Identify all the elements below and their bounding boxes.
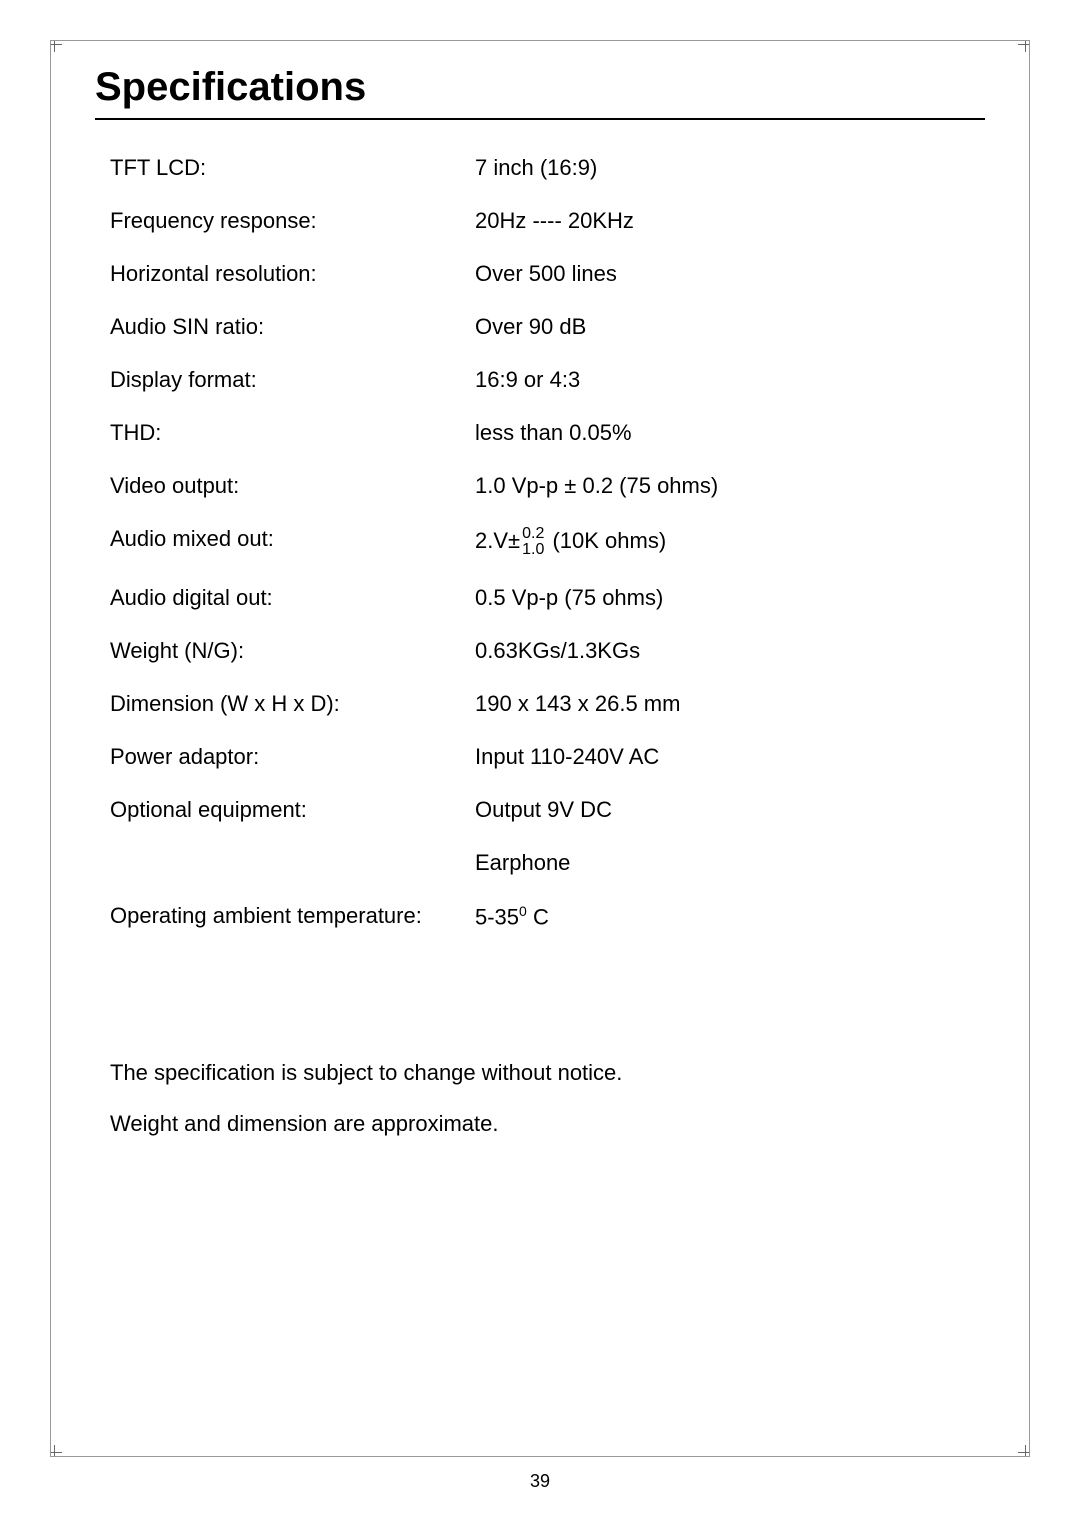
spec-label: Horizontal resolution: — [95, 261, 475, 287]
spec-row: Horizontal resolution: Over 500 lines — [95, 261, 985, 287]
spec-value: 0.5 Vp-p (75 ohms) — [475, 585, 985, 611]
spec-label: Dimension (W x H x D): — [95, 691, 475, 717]
spec-value: Earphone — [475, 850, 985, 876]
fraction-top: 0.2 — [522, 526, 544, 542]
spec-label: Weight (N/G): — [95, 638, 475, 664]
spec-row: THD: less than 0.05% — [95, 420, 985, 446]
spec-value: 1.0 Vp-p ± 0.2 (75 ohms) — [475, 473, 985, 499]
spec-value: 190 x 143 x 26.5 mm — [475, 691, 985, 717]
spec-label: Optional equipment: — [95, 797, 475, 823]
notes-section: The specification is subject to change w… — [95, 1060, 985, 1137]
spec-label — [95, 850, 475, 876]
spec-value: 20Hz ---- 20KHz — [475, 208, 985, 234]
value-suffix: (10K ohms) — [546, 528, 666, 553]
spec-row: Display format: 16:9 or 4:3 — [95, 367, 985, 393]
spec-label: Audio SIN ratio: — [95, 314, 475, 340]
content-area: Specifications TFT LCD: 7 inch (16:9) Fr… — [95, 65, 985, 1162]
spec-label: Audio digital out: — [95, 585, 475, 611]
page-title: Specifications — [95, 65, 985, 110]
superscript: 0 — [519, 903, 527, 919]
spec-label: Display format: — [95, 367, 475, 393]
specifications-list: TFT LCD: 7 inch (16:9) Frequency respons… — [95, 155, 985, 930]
fraction-bottom: 1.0 — [522, 542, 544, 558]
note-text: Weight and dimension are approximate. — [110, 1111, 985, 1137]
spec-label: Audio mixed out: — [95, 526, 475, 558]
spec-row: Video output: 1.0 Vp-p ± 0.2 (75 ohms) — [95, 473, 985, 499]
spec-label: Power adaptor: — [95, 744, 475, 770]
spec-row: TFT LCD: 7 inch (16:9) — [95, 155, 985, 181]
spec-value: 5-350 C — [475, 903, 985, 930]
spec-row: Operating ambient temperature: 5-350 C — [95, 903, 985, 930]
spec-row: Weight (N/G): 0.63KGs/1.3KGs — [95, 638, 985, 664]
spec-value: Input 110-240V AC — [475, 744, 985, 770]
spec-value: 2.V±0.21.0 (10K ohms) — [475, 526, 985, 558]
spec-label: Frequency response: — [95, 208, 475, 234]
spec-row: Power adaptor: Input 110-240V AC — [95, 744, 985, 770]
value-prefix: 2.V± — [475, 528, 520, 553]
spec-value: Over 500 lines — [475, 261, 985, 287]
spec-label: Video output: — [95, 473, 475, 499]
spec-value: 0.63KGs/1.3KGs — [475, 638, 985, 664]
spec-value: 7 inch (16:9) — [475, 155, 985, 181]
note-text: The specification is subject to change w… — [110, 1060, 985, 1086]
spec-label: TFT LCD: — [95, 155, 475, 181]
spec-row: Earphone — [95, 850, 985, 876]
spec-label: Operating ambient temperature: — [95, 903, 475, 930]
spec-label: THD: — [95, 420, 475, 446]
value-suffix: C — [527, 904, 549, 929]
page-number: 39 — [0, 1471, 1080, 1492]
spec-value: 16:9 or 4:3 — [475, 367, 985, 393]
spec-value: Over 90 dB — [475, 314, 985, 340]
spec-value: less than 0.05% — [475, 420, 985, 446]
spec-value: Output 9V DC — [475, 797, 985, 823]
spec-row: Dimension (W x H x D): 190 x 143 x 26.5 … — [95, 691, 985, 717]
spec-row: Audio digital out: 0.5 Vp-p (75 ohms) — [95, 585, 985, 611]
spec-row: Audio mixed out: 2.V±0.21.0 (10K ohms) — [95, 526, 985, 558]
title-rule — [95, 118, 985, 120]
spec-row: Optional equipment: Output 9V DC — [95, 797, 985, 823]
fraction: 0.21.0 — [522, 526, 544, 558]
spec-row: Audio SIN ratio: Over 90 dB — [95, 314, 985, 340]
spec-row: Frequency response: 20Hz ---- 20KHz — [95, 208, 985, 234]
value-prefix: 5-35 — [475, 904, 519, 929]
